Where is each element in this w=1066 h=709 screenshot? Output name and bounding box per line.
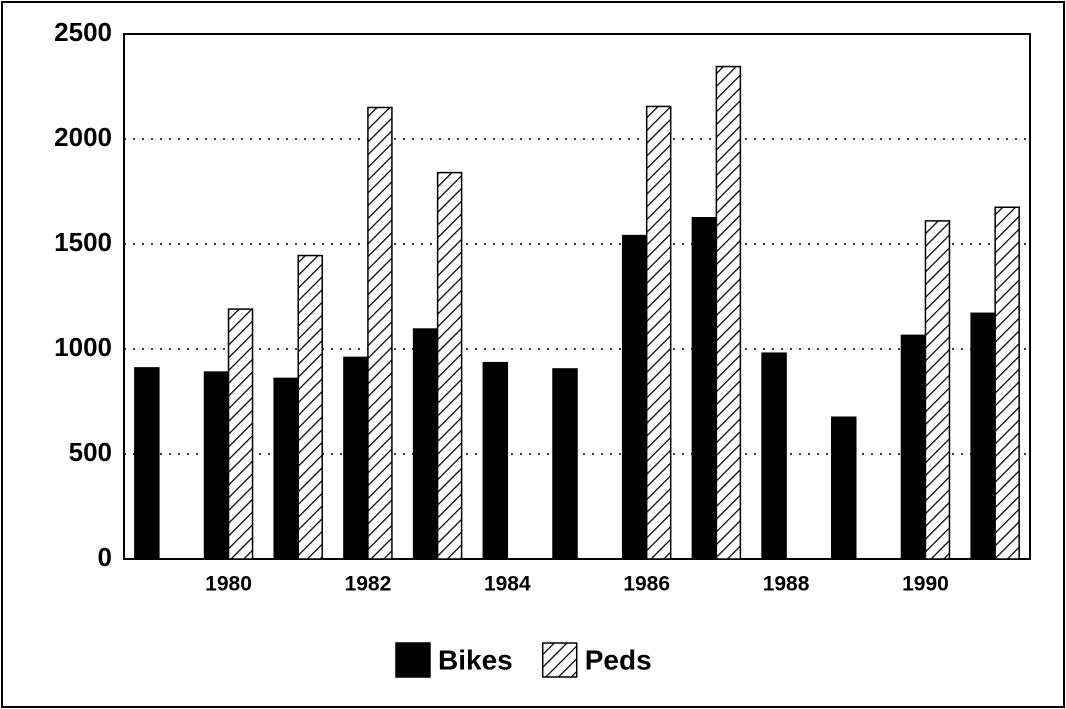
bar <box>297 254 323 560</box>
bar <box>482 361 509 560</box>
x-tick-label: 1988 <box>763 573 810 596</box>
bar <box>203 371 230 560</box>
legend-swatch <box>541 642 578 678</box>
bar <box>273 377 299 560</box>
bar <box>227 308 254 560</box>
bar <box>645 105 672 560</box>
y-tick-label: 1500 <box>54 227 112 257</box>
x-tick-label: 1982 <box>345 573 392 596</box>
bar <box>367 106 393 560</box>
bar <box>831 416 857 560</box>
y-tick-label: 2000 <box>54 122 112 152</box>
legend-swatch <box>395 642 431 678</box>
x-tick-label: 1980 <box>205 573 252 596</box>
y-tick-label: 500 <box>69 437 112 467</box>
bar <box>552 368 578 560</box>
bar <box>134 367 160 560</box>
legend-label: Peds <box>585 644 652 675</box>
bar <box>900 334 927 560</box>
bar <box>691 217 718 560</box>
bar <box>994 206 1020 560</box>
x-tick-label: 1990 <box>902 573 949 596</box>
bar <box>436 171 463 560</box>
y-tick-label: 0 <box>98 542 112 572</box>
bar <box>761 352 787 560</box>
y-tick-label: 2500 <box>54 17 112 47</box>
legend-label: Bikes <box>438 644 513 675</box>
x-tick-label: 1984 <box>484 573 531 596</box>
y-tick-label: 1000 <box>54 332 112 362</box>
bar <box>412 328 439 560</box>
bar <box>621 234 648 560</box>
bar <box>970 312 996 560</box>
x-tick-label: 1986 <box>623 573 670 596</box>
bar <box>715 65 742 560</box>
bar <box>924 220 951 560</box>
bar <box>343 356 369 560</box>
